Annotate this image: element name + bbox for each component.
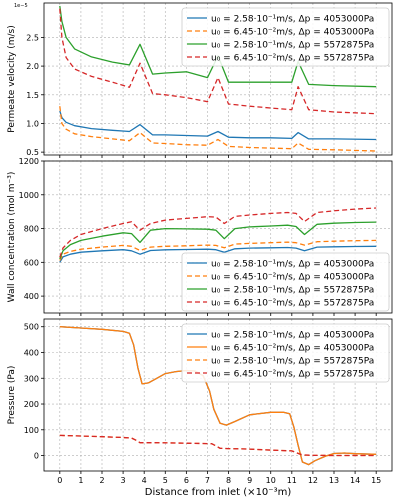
legend: u₀ = 2.58·10⁻¹m/s, Δp = 4053000Pa u₀ = 6.…	[181, 7, 390, 67]
y-tick-label: 400	[24, 348, 39, 357]
x-tick-label: 13	[329, 476, 339, 485]
x-tick-label: 4	[142, 476, 147, 485]
legend-label: u₀ = 2.58·10⁻¹m/s, Δp = 5572875Pa	[211, 41, 374, 51]
y-tick-label: 100	[24, 426, 39, 435]
x-tick-label: 11	[287, 476, 297, 485]
series-line-1	[59, 245, 377, 263]
y-tick-label: 0.5	[26, 148, 39, 157]
x-axis-label: Distance from inlet (×10⁻³m)	[145, 487, 292, 498]
legend-label: u₀ = 6.45·10⁻²m/s, Δp = 5572875Pa	[211, 54, 374, 64]
x-tick-label: 15	[371, 476, 381, 485]
series-line-2	[59, 239, 377, 261]
x-tick-label: 2	[99, 476, 104, 485]
x-tick-label: 12	[308, 476, 318, 485]
y-tick-label: 400	[24, 292, 39, 301]
x-tick-label: 1	[78, 476, 83, 485]
legend: u₀ = 2.58·10⁻¹m/s, Δp = 4053000Pa u₀ = 6.…	[181, 252, 390, 312]
y-tick-label: 1200	[19, 157, 39, 166]
legend-box	[181, 252, 390, 312]
legend-label: u₀ = 6.45·10⁻²m/s, Δp = 4053000Pa	[211, 273, 374, 283]
series-line-3	[59, 5, 377, 88]
chart-panel-3: 0 1 2 3 4 5 6 7 8 9 10 11 12 13 14 150100200300400500Pr…	[7, 318, 393, 485]
axes-frame	[43, 2, 393, 156]
series-line-2	[59, 326, 377, 466]
y-tick-label: 500	[24, 323, 39, 332]
legend: u₀ = 2.58·10⁻¹m/s, Δp = 4053000Pa u₀ = 6.…	[181, 323, 390, 383]
y-tick-label: 2.0	[26, 62, 39, 71]
chart-panel-1: 0.5 1.0 1.5 2.0 2.5 1e−5 Permeate velocity (m/…	[7, 2, 393, 158]
y-tick-label: 1.0	[26, 119, 39, 128]
series-line-2	[59, 106, 377, 152]
y-tick-label: 1.5	[26, 91, 39, 100]
legend-label: u₀ = 6.45·10⁻²m/s, Δp = 4053000Pa	[211, 28, 374, 38]
y-tick-label: 200	[24, 400, 39, 409]
legend-box	[181, 7, 390, 67]
series-line-1	[59, 110, 377, 141]
legend-label: u₀ = 2.58·10⁻¹m/s, Δp = 5572875Pa	[211, 357, 374, 367]
legend-box	[181, 323, 390, 383]
x-tick-label: 14	[350, 476, 360, 485]
series-line-4	[59, 8, 377, 115]
y-axis-label: Wall concentration (mol m⁻³)	[7, 172, 17, 303]
x-tick-label: 9	[247, 476, 252, 485]
legend-label: u₀ = 6.45·10⁻²m/s, Δp = 5572875Pa	[211, 370, 374, 380]
legend-label: u₀ = 2.58·10⁻¹m/s, Δp = 4053000Pa	[211, 15, 374, 25]
x-tick-label: 0	[57, 476, 62, 485]
y-axis-label: Pressure (Pa)	[7, 366, 17, 425]
y-axis-label: Permeate velocity (m/s)	[7, 25, 17, 132]
series-line-4	[59, 207, 377, 258]
y-tick-label: 300	[24, 374, 39, 383]
axes-frame	[43, 160, 393, 314]
legend-label: u₀ = 6.45·10⁻²m/s, Δp = 5572875Pa	[211, 299, 374, 309]
y-tick-label: 0	[34, 452, 39, 461]
legend-label: u₀ = 2.58·10⁻¹m/s, Δp = 4053000Pa	[211, 331, 374, 341]
x-tick-label: 7	[205, 476, 210, 485]
x-tick-label: 10	[266, 476, 276, 485]
y-tick-label: 600	[24, 258, 39, 267]
y-tick-label: 2.5	[26, 33, 39, 42]
x-tick-label: 8	[226, 476, 231, 485]
y-tick-label: 1000	[19, 191, 39, 200]
y-multiplier-label: 1e−5	[14, 3, 28, 9]
x-tick-label: 3	[121, 476, 126, 485]
x-tick-label: 6	[184, 476, 189, 485]
series-line-4	[59, 434, 377, 457]
legend-label: u₀ = 2.58·10⁻¹m/s, Δp = 4053000Pa	[211, 260, 374, 270]
legend-label: u₀ = 6.45·10⁻²m/s, Δp = 4053000Pa	[211, 344, 374, 354]
x-tick-label: 5	[163, 476, 168, 485]
series-line-3	[59, 221, 377, 260]
y-tick-label: 800	[24, 225, 39, 234]
axes-frame	[43, 318, 393, 472]
legend-label: u₀ = 2.58·10⁻¹m/s, Δp = 5572875Pa	[211, 286, 374, 296]
